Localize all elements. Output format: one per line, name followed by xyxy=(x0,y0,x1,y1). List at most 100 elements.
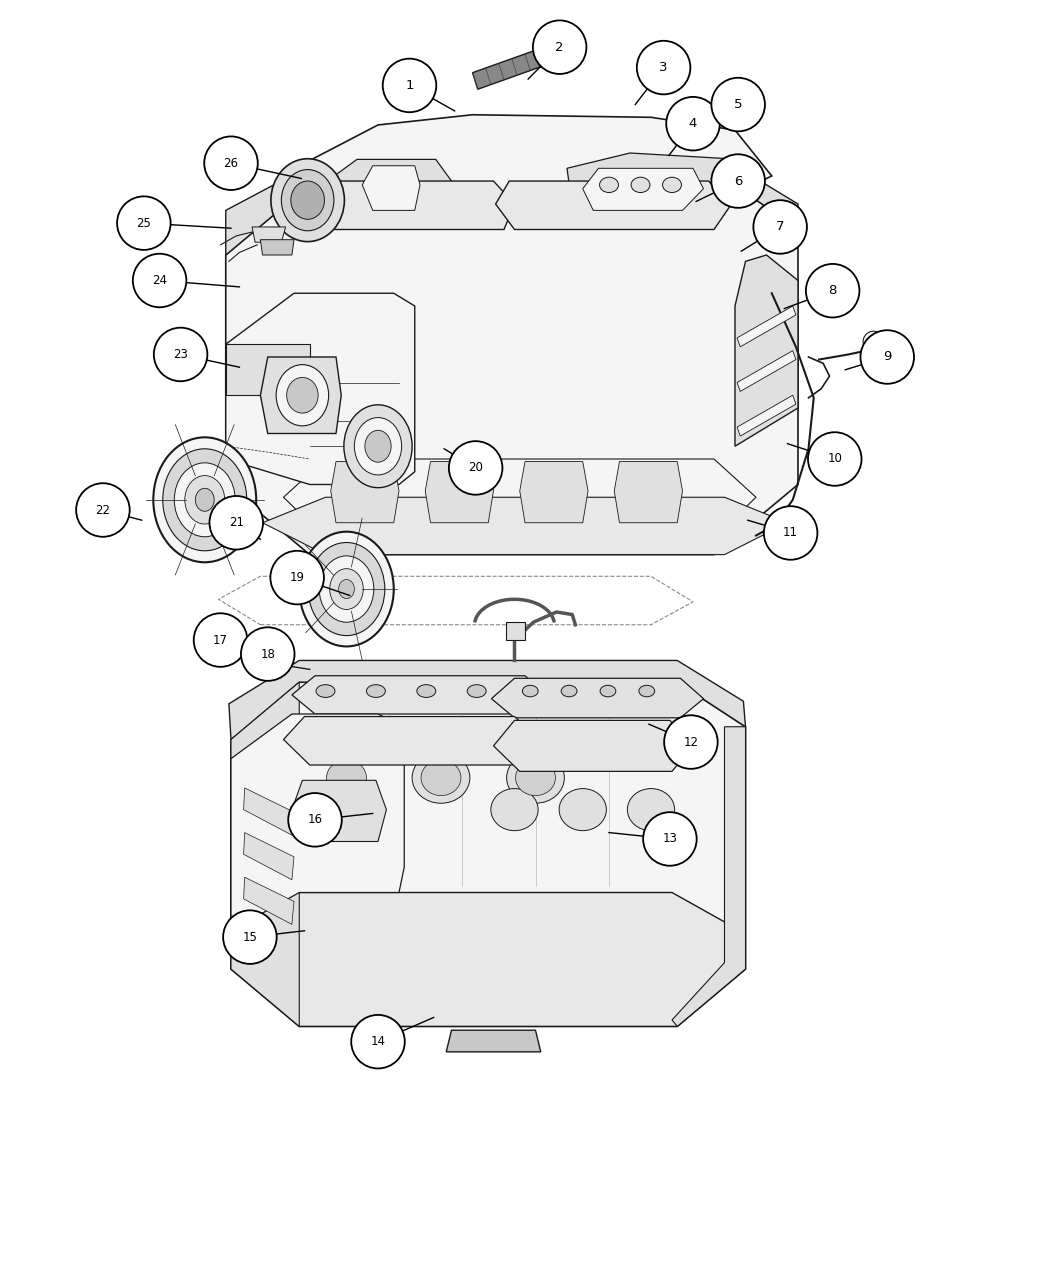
Text: 1: 1 xyxy=(405,79,414,92)
Text: 21: 21 xyxy=(229,516,244,529)
Polygon shape xyxy=(506,622,525,640)
Polygon shape xyxy=(583,168,704,210)
Ellipse shape xyxy=(271,159,344,242)
Ellipse shape xyxy=(276,365,329,426)
Text: 11: 11 xyxy=(783,527,798,539)
Text: 8: 8 xyxy=(828,284,837,297)
Circle shape xyxy=(712,78,764,131)
Circle shape xyxy=(240,627,294,681)
Circle shape xyxy=(351,1015,405,1068)
Circle shape xyxy=(861,330,914,384)
Circle shape xyxy=(118,196,171,250)
Ellipse shape xyxy=(317,752,376,803)
Ellipse shape xyxy=(638,686,655,696)
Ellipse shape xyxy=(316,685,335,697)
Text: 22: 22 xyxy=(96,504,110,516)
Circle shape xyxy=(383,59,437,112)
Text: 2: 2 xyxy=(555,41,564,54)
Ellipse shape xyxy=(338,579,355,599)
Polygon shape xyxy=(735,255,798,446)
Polygon shape xyxy=(231,714,404,931)
Text: 23: 23 xyxy=(173,348,188,361)
Circle shape xyxy=(806,264,860,317)
Polygon shape xyxy=(281,176,338,198)
Circle shape xyxy=(667,97,720,150)
Ellipse shape xyxy=(174,463,235,537)
Text: 10: 10 xyxy=(827,453,842,465)
Circle shape xyxy=(532,20,586,74)
Polygon shape xyxy=(260,357,341,434)
Text: 13: 13 xyxy=(663,833,677,845)
Circle shape xyxy=(193,613,248,667)
Ellipse shape xyxy=(523,686,538,696)
Polygon shape xyxy=(737,351,796,391)
Ellipse shape xyxy=(366,685,385,697)
Ellipse shape xyxy=(561,686,578,696)
Polygon shape xyxy=(472,45,556,89)
Circle shape xyxy=(863,332,884,352)
Circle shape xyxy=(643,812,697,866)
Ellipse shape xyxy=(327,760,366,796)
Ellipse shape xyxy=(355,418,401,476)
Ellipse shape xyxy=(506,752,565,803)
Polygon shape xyxy=(226,293,415,484)
Polygon shape xyxy=(244,833,294,880)
Ellipse shape xyxy=(600,177,618,193)
Polygon shape xyxy=(292,676,546,714)
Polygon shape xyxy=(229,660,746,740)
Ellipse shape xyxy=(467,685,486,697)
Polygon shape xyxy=(244,788,294,835)
Polygon shape xyxy=(231,682,299,1026)
Ellipse shape xyxy=(365,431,391,463)
Polygon shape xyxy=(284,717,541,765)
Ellipse shape xyxy=(413,752,470,803)
Circle shape xyxy=(449,441,503,495)
Circle shape xyxy=(153,328,208,381)
Polygon shape xyxy=(520,462,588,523)
Circle shape xyxy=(764,506,817,560)
Ellipse shape xyxy=(628,788,674,831)
Ellipse shape xyxy=(330,569,363,609)
Polygon shape xyxy=(260,240,294,255)
Polygon shape xyxy=(226,344,310,395)
Circle shape xyxy=(664,715,718,769)
Text: 18: 18 xyxy=(260,648,275,660)
Ellipse shape xyxy=(421,760,461,796)
Circle shape xyxy=(754,200,806,254)
Circle shape xyxy=(223,910,276,964)
Text: 9: 9 xyxy=(883,351,891,363)
Circle shape xyxy=(262,654,279,672)
Polygon shape xyxy=(494,720,693,771)
Polygon shape xyxy=(292,780,386,842)
Polygon shape xyxy=(496,181,730,230)
Text: 6: 6 xyxy=(734,175,742,187)
Text: 5: 5 xyxy=(734,98,742,111)
Ellipse shape xyxy=(299,532,394,646)
Text: 15: 15 xyxy=(243,931,257,944)
Polygon shape xyxy=(737,395,796,436)
Polygon shape xyxy=(672,727,746,1026)
Circle shape xyxy=(808,432,862,486)
Text: 12: 12 xyxy=(684,736,698,748)
Ellipse shape xyxy=(631,177,650,193)
Text: 25: 25 xyxy=(136,217,151,230)
Text: 17: 17 xyxy=(213,634,228,646)
Ellipse shape xyxy=(281,170,334,231)
Ellipse shape xyxy=(417,685,436,697)
Polygon shape xyxy=(331,159,452,207)
Polygon shape xyxy=(331,462,399,523)
Polygon shape xyxy=(299,115,772,204)
Ellipse shape xyxy=(309,543,385,636)
Ellipse shape xyxy=(344,405,412,488)
Ellipse shape xyxy=(516,760,555,796)
Polygon shape xyxy=(284,459,756,538)
Polygon shape xyxy=(226,185,798,555)
Ellipse shape xyxy=(559,788,606,831)
Polygon shape xyxy=(737,306,796,347)
Ellipse shape xyxy=(600,686,615,696)
Circle shape xyxy=(712,154,764,208)
Text: 20: 20 xyxy=(468,462,483,474)
Polygon shape xyxy=(425,462,493,523)
Text: 7: 7 xyxy=(776,221,784,233)
Text: 24: 24 xyxy=(152,274,167,287)
